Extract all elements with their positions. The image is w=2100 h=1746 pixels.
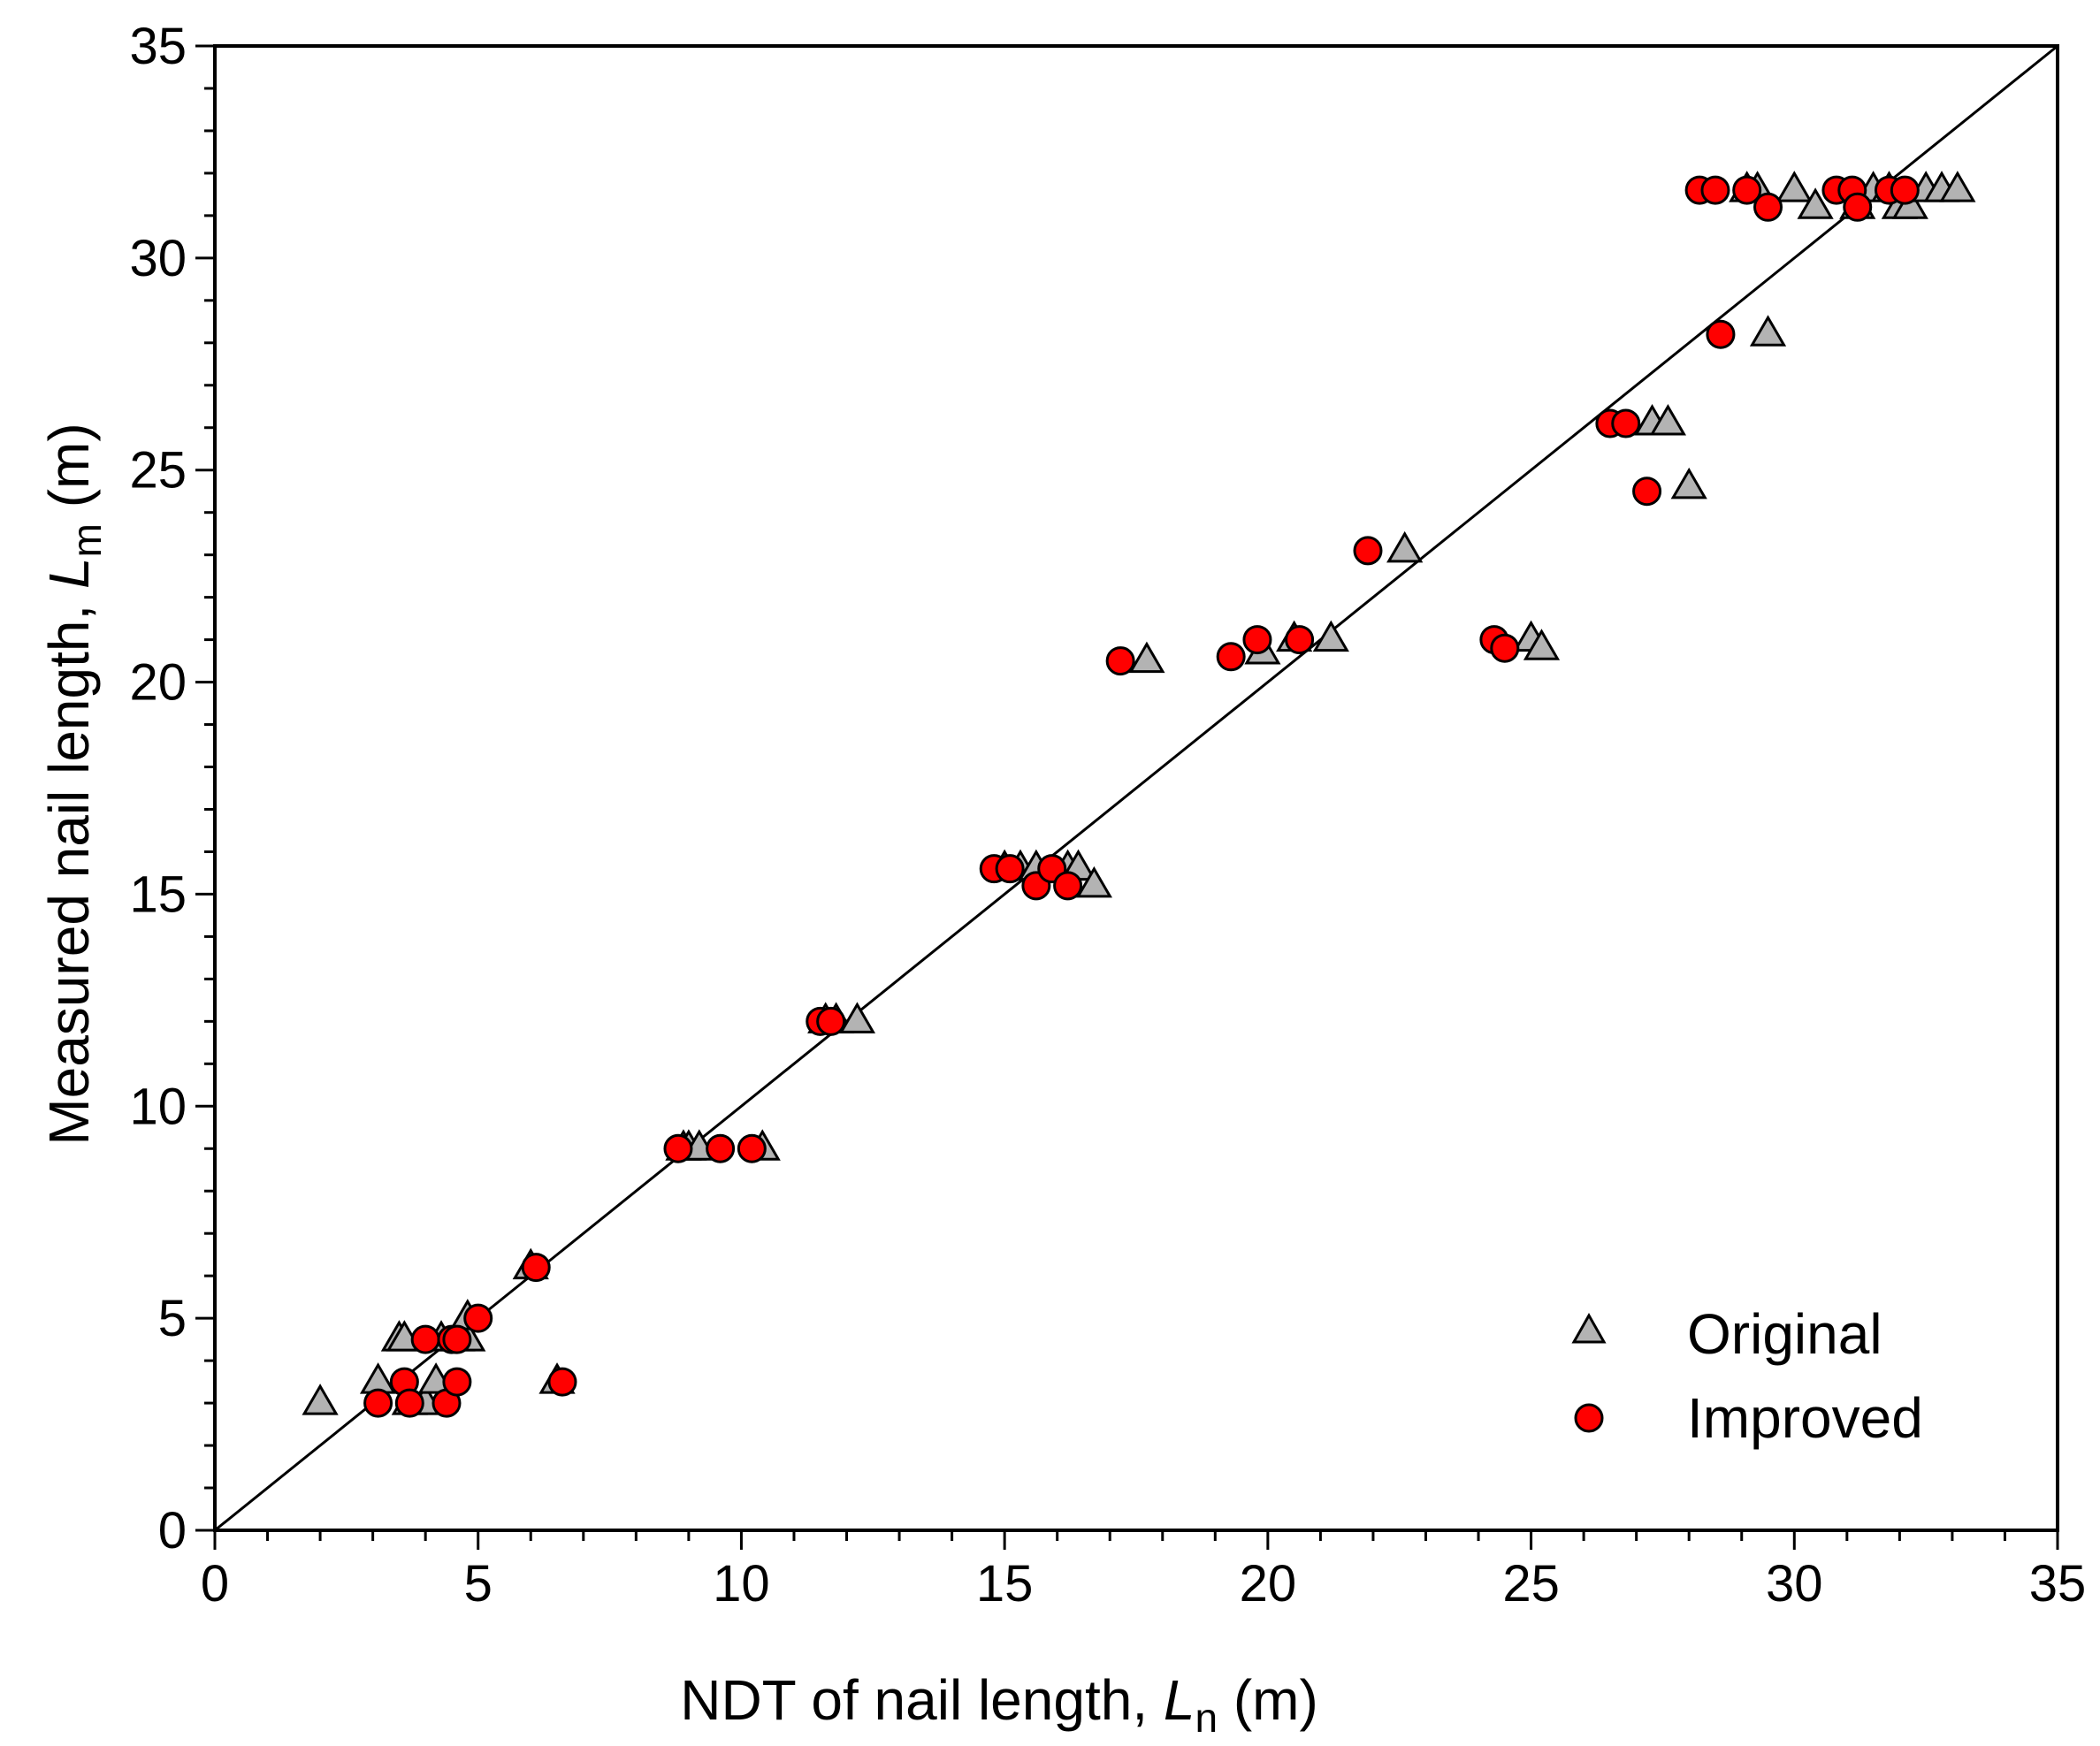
original-point <box>838 1002 876 1033</box>
legend-original-label: Original <box>1687 1302 1882 1366</box>
original-point <box>359 1362 397 1394</box>
improved-point <box>816 1006 846 1036</box>
plot-frame <box>213 44 2059 1532</box>
original-point <box>302 1384 339 1415</box>
improved-point <box>995 854 1025 884</box>
legend: Original Improved <box>1571 1302 1923 1450</box>
original-point <box>1749 315 1787 347</box>
improved-point <box>1216 642 1246 672</box>
series-improved <box>363 175 1920 1418</box>
x-tick-label: 35 <box>2029 1555 2087 1613</box>
y-tick-label: 20 <box>129 654 187 712</box>
improved-point <box>394 1388 424 1418</box>
improved-point <box>363 1388 393 1418</box>
x-tick-label: 5 <box>464 1555 493 1613</box>
improved-point <box>410 1324 440 1354</box>
improved-point <box>1490 633 1520 663</box>
improved-point <box>1890 175 1920 205</box>
original-point <box>1523 629 1561 660</box>
y-axis-title: Measured nail length, Lm (m) <box>37 423 110 1145</box>
improved-point <box>1700 175 1730 205</box>
legend-original-marker <box>1571 1312 1607 1344</box>
improved-point <box>1706 319 1736 349</box>
improved-point <box>1285 625 1315 655</box>
y-tick-label: 30 <box>129 230 187 287</box>
improved-point <box>1053 871 1083 901</box>
original-point <box>1386 530 1424 563</box>
improved-point <box>663 1133 693 1163</box>
x-axis-title: NDT of nail length, Ln (m) <box>680 1668 1318 1741</box>
improved-point <box>1242 625 1272 655</box>
original-point <box>1775 171 1813 202</box>
y-tick-label: 10 <box>129 1078 187 1135</box>
x-tick-label: 0 <box>201 1555 229 1613</box>
improved-point <box>1105 646 1135 676</box>
original-point <box>1670 467 1707 499</box>
series-original <box>302 171 1976 1415</box>
original-point <box>1075 865 1112 898</box>
y-tick-label: 0 <box>158 1502 187 1559</box>
improved-point <box>1732 175 1762 205</box>
original-point <box>1649 403 1686 436</box>
original-point <box>1128 641 1165 674</box>
improved-point <box>1611 408 1641 438</box>
y-tick-label: 25 <box>129 442 187 499</box>
improved-point <box>463 1303 493 1333</box>
legend-improved-label: Improved <box>1687 1386 1923 1450</box>
one-to-one-reference-line <box>214 44 2058 1532</box>
y-tick-label: 5 <box>158 1290 187 1347</box>
improved-point <box>1843 192 1873 222</box>
tick-labels-layer: 0 5 10 15 20 25 30 35 0 5 10 15 20 25 30 35 <box>129 18 2086 1613</box>
y-tick-label: 35 <box>129 18 187 75</box>
improved-point <box>1353 536 1383 566</box>
legend-improved-marker <box>1574 1403 1604 1433</box>
improved-point <box>442 1324 472 1354</box>
x-tick-label: 10 <box>713 1555 770 1613</box>
improved-point <box>547 1367 577 1397</box>
x-tick-label: 15 <box>976 1555 1034 1613</box>
original-point <box>1312 620 1349 652</box>
improved-point <box>521 1253 551 1283</box>
x-tick-label: 25 <box>1502 1555 1560 1613</box>
y-tick-label: 15 <box>129 865 187 923</box>
improved-point <box>442 1367 472 1397</box>
improved-point <box>737 1133 767 1163</box>
improved-point <box>1753 192 1783 222</box>
improved-point <box>706 1133 736 1163</box>
improved-point <box>1632 477 1662 507</box>
original-point <box>1797 187 1834 219</box>
original-point <box>1939 171 1976 202</box>
x-tick-label: 30 <box>1766 1555 1823 1613</box>
data-points-layer <box>302 171 1976 1418</box>
x-tick-label: 20 <box>1240 1555 1297 1613</box>
